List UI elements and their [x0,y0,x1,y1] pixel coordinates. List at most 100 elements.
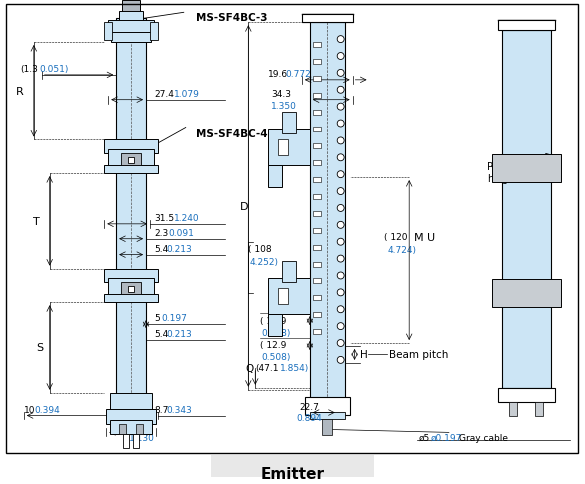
Text: 8.7: 8.7 [154,405,168,414]
Text: 5: 5 [154,314,160,322]
Text: 0.508): 0.508) [261,329,291,337]
Text: 1.350: 1.350 [271,102,297,110]
Bar [136,424,143,435]
Text: ( 108: ( 108 [248,244,272,253]
Bar [313,262,321,267]
Circle shape [337,357,344,363]
Bar [313,245,321,250]
Bar [535,402,543,416]
Text: 28.7: 28.7 [121,422,141,430]
Text: Beam pitch: Beam pitch [390,349,449,359]
Bar [150,23,158,41]
Text: ( 12.9: ( 12.9 [260,317,287,326]
Circle shape [337,87,344,94]
Circle shape [337,188,344,195]
Bar [313,144,321,149]
Bar [313,43,321,48]
Bar [128,287,134,293]
Text: D: D [240,201,249,212]
Text: 0.091: 0.091 [169,228,195,237]
Bar [310,412,345,420]
Text: MS-SF4BC-4: MS-SF4BC-4 [195,128,267,138]
Text: 0.051): 0.051) [40,65,69,74]
Bar [313,330,321,334]
Text: MS-SF4BC-3: MS-SF4BC-3 [195,13,267,23]
Text: (1.3: (1.3 [20,65,38,74]
Bar [104,295,158,302]
Bar [121,283,141,295]
Bar [211,455,374,477]
Text: 0.772: 0.772 [285,70,311,79]
Text: 2.3: 2.3 [154,228,168,237]
Text: 27.4: 27.4 [154,90,174,99]
Bar [119,424,126,435]
Bar [313,228,321,233]
Bar [104,269,158,283]
Circle shape [337,137,344,145]
Bar [498,388,555,402]
Text: S: S [36,342,43,352]
Bar [121,154,141,166]
Circle shape [337,340,344,347]
Bar [510,402,518,416]
Text: 0.394: 0.394 [35,405,60,414]
Circle shape [337,239,344,246]
Text: 0.508): 0.508) [261,352,291,361]
Text: ø0.197: ø0.197 [431,433,462,442]
Text: 10: 10 [24,405,35,414]
Circle shape [337,70,344,77]
Text: U: U [427,232,435,242]
Text: 0.894: 0.894 [296,414,322,423]
Text: 0.213: 0.213 [167,329,192,338]
Bar [111,33,151,43]
Bar [302,15,353,23]
Circle shape [337,154,344,162]
Text: 22.7: 22.7 [299,402,319,411]
Bar [498,21,555,31]
Bar [104,166,158,174]
Bar [501,31,551,388]
Circle shape [337,171,344,178]
Bar [313,127,321,132]
Bar [268,166,282,188]
Bar [278,140,288,156]
Circle shape [337,37,344,44]
Text: M: M [414,232,424,242]
Bar [104,23,112,41]
Bar [278,289,288,304]
Bar [322,420,332,436]
Bar [119,12,143,22]
Text: 19.6: 19.6 [268,70,288,79]
Bar [116,19,146,401]
Text: 31.5: 31.5 [154,213,174,222]
Bar [313,161,321,166]
Bar [108,279,154,299]
Circle shape [337,222,344,229]
Bar [313,313,321,318]
Text: ( 120: ( 120 [384,232,408,242]
Text: (47.1: (47.1 [255,363,279,373]
Text: Protective: Protective [487,162,536,172]
Bar [313,110,321,115]
Bar [110,421,152,435]
Text: 1.854): 1.854) [280,363,309,373]
Text: T: T [33,216,40,227]
Bar [282,112,296,134]
Bar [108,150,154,170]
Bar [313,279,321,284]
Text: 0.197: 0.197 [161,314,187,322]
Bar [313,76,321,82]
Text: 5.4: 5.4 [154,329,168,338]
Bar [491,155,561,183]
Bar [313,212,321,216]
Circle shape [337,272,344,279]
Text: R: R [16,87,24,97]
Bar [313,296,321,301]
Bar [268,315,282,336]
Text: 0.343: 0.343 [166,405,192,414]
Circle shape [337,289,344,296]
Circle shape [337,121,344,128]
Circle shape [337,205,344,212]
Bar [133,435,139,448]
Bar [108,21,154,35]
